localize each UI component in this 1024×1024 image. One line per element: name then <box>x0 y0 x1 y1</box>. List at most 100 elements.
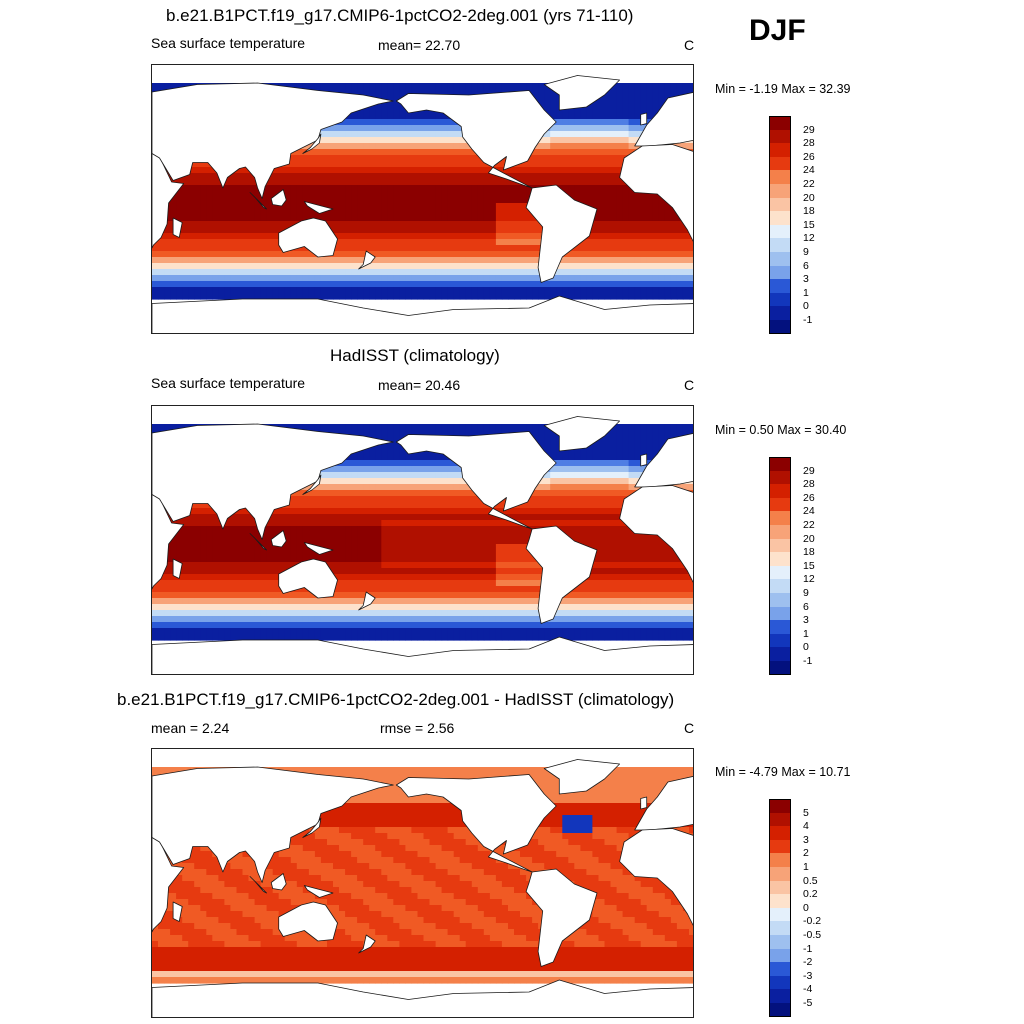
sst-band <box>429 293 437 300</box>
sst-band <box>423 466 431 473</box>
sst-band <box>296 209 304 216</box>
sst-band <box>622 101 630 108</box>
sst-band <box>556 119 563 126</box>
sst-band <box>327 167 334 174</box>
sst-band <box>616 460 624 467</box>
sst-band <box>465 89 473 96</box>
sst-band <box>592 113 599 120</box>
sst-band <box>568 514 575 521</box>
sst-band <box>592 269 599 276</box>
sst-band <box>562 514 569 521</box>
sst-band <box>586 275 593 282</box>
sst-band <box>676 89 684 96</box>
sst-band <box>471 173 479 180</box>
sst-band <box>447 251 455 258</box>
sst-band <box>363 197 370 204</box>
sst-band <box>628 101 636 108</box>
sst-band <box>508 263 515 270</box>
sst-band <box>345 215 352 222</box>
sst-band <box>610 233 618 240</box>
sst-band <box>429 185 437 192</box>
sst-band <box>586 161 593 168</box>
sst-band <box>248 520 256 527</box>
sst-band <box>544 167 551 174</box>
sst-band <box>459 502 467 509</box>
sst-band <box>320 484 328 491</box>
sst-band <box>622 239 630 246</box>
colorbar-cell <box>769 211 791 226</box>
sst-band <box>658 281 666 288</box>
sst-band <box>556 472 563 479</box>
sst-band <box>375 125 382 132</box>
sst-band <box>508 167 515 174</box>
sst-band <box>387 257 394 264</box>
sst-band <box>580 251 587 258</box>
sst-band <box>646 215 654 222</box>
sst-band <box>320 167 328 174</box>
sst-band <box>664 215 672 222</box>
sst-band <box>381 287 388 294</box>
sst-band <box>501 269 509 276</box>
sst-band <box>459 185 467 192</box>
sst-band <box>580 287 587 294</box>
sst-band <box>339 287 346 294</box>
sst-band <box>200 257 207 264</box>
sst-band <box>574 167 581 174</box>
sst-band <box>170 239 177 246</box>
sst-band <box>453 526 461 533</box>
sst-band <box>465 143 473 150</box>
sst-band <box>405 149 412 156</box>
sst-band <box>411 125 418 132</box>
sst-band <box>411 113 418 120</box>
sst-band <box>212 197 219 204</box>
sst-band <box>411 502 418 509</box>
sst-band <box>381 107 388 114</box>
sst-band <box>393 215 400 222</box>
sst-band <box>411 221 418 228</box>
sst-band <box>574 143 581 150</box>
sst-band <box>483 245 491 252</box>
sst-band <box>435 113 443 120</box>
sst-band <box>224 520 231 527</box>
sst-band <box>598 251 606 258</box>
sst-band <box>224 526 231 533</box>
sst-band <box>544 442 551 449</box>
sst-band <box>477 227 485 234</box>
sst-band <box>520 173 527 180</box>
sst-band <box>610 466 618 473</box>
sst-band <box>212 514 219 521</box>
sst-band <box>622 460 630 467</box>
sst-band <box>441 484 449 491</box>
sst-band <box>441 526 449 533</box>
sst-band <box>381 466 388 473</box>
colorbar-tick-label: 22 <box>803 178 815 190</box>
sst-band <box>333 137 340 144</box>
sst-band <box>592 484 599 491</box>
sst-band <box>628 287 636 294</box>
sst-band <box>164 233 171 240</box>
sst-band <box>550 281 557 288</box>
sst-band <box>393 227 400 234</box>
sst-band <box>550 454 557 461</box>
sst-band <box>580 526 587 533</box>
sst-band <box>435 502 443 509</box>
sst-band <box>345 143 352 150</box>
sst-band <box>375 293 382 300</box>
sst-band <box>345 478 352 485</box>
sst-band <box>176 83 183 90</box>
sst-band <box>586 185 593 192</box>
sst-band <box>260 191 268 198</box>
sst-band <box>550 107 557 114</box>
sst-band <box>266 263 274 270</box>
sst-band <box>429 227 437 234</box>
sst-band <box>610 95 618 102</box>
sst-band <box>459 484 467 491</box>
sst-band <box>242 221 250 228</box>
sst-band <box>489 275 497 282</box>
sst-band <box>308 155 316 162</box>
sst-band <box>176 245 183 252</box>
sst-band <box>495 532 503 539</box>
sst-band <box>508 281 515 288</box>
sst-band <box>453 251 461 258</box>
sst-band <box>266 520 274 527</box>
